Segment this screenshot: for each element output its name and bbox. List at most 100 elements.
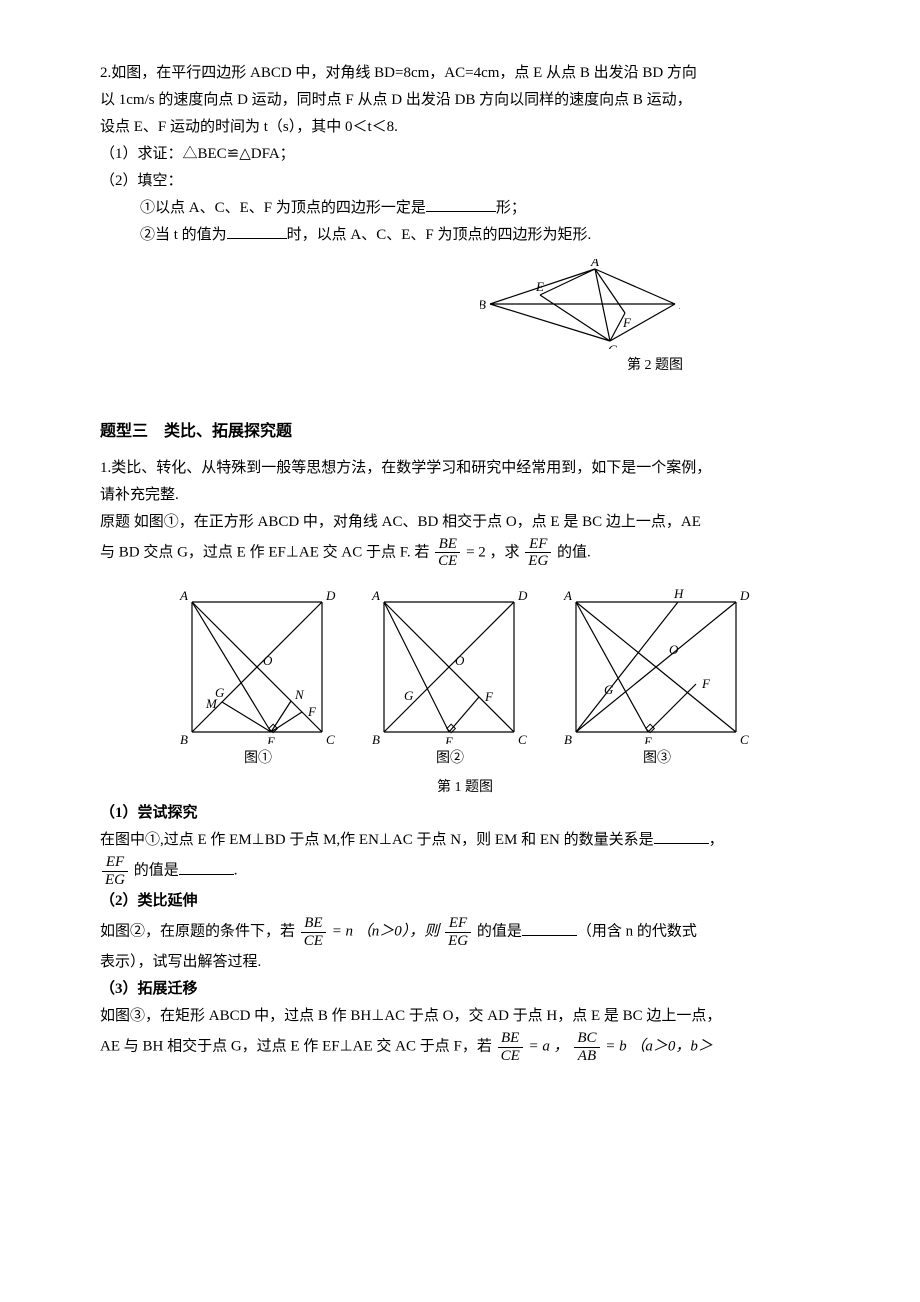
den: CE [498,1048,523,1065]
svg-text:F: F [701,676,711,691]
text: . [234,863,238,879]
problem-3-1: 1.类比、转化、从特殊到一般等思想方法，在数学学习和研究中经常用到，如下是一个案… [100,455,830,1064]
svg-text:C: C [608,342,617,349]
sub2-l1: 如图②，在原题的条件下，若 BECE = n （n＞0），则 EFEG 的值是（… [100,915,830,949]
fig3-label: 图③ [558,746,756,771]
text: = 2 ，求 [466,544,519,560]
blank [522,920,577,936]
den: EG [525,553,551,570]
p2-stem-l3: 设点 E、F 运动的时间为 t（s），其中 0＜t＜8. [100,114,830,141]
svg-text:A: A [563,588,572,603]
svg-text:F: F [307,704,317,719]
svg-text:D: D [678,297,680,312]
num: BE [301,915,326,933]
sub1-title: （1）尝试探究 [100,800,830,827]
diagram-fig1: ABCDOEGFMN [174,584,342,744]
svg-text:G: G [404,688,414,703]
problem-2: 2.如图，在平行四边形 ABCD 中，对角线 BD=8cm，AC=4cm，点 E… [100,60,830,378]
den: AB [574,1048,599,1065]
svg-text:E: E [535,279,544,294]
den: CE [435,553,460,570]
fig2-col: ABCDOEGF 图② [366,584,534,771]
p1-orig-l1: 原题 如图①，在正方形 ABCD 中，对角线 AC、BD 相交于点 O，点 E … [100,509,830,536]
svg-text:N: N [294,687,305,702]
svg-text:O: O [669,642,679,657]
section3-title: 题型三 类比、拓展探究题 [100,418,830,447]
sub2-l2: 表示），试写出解答过程. [100,949,830,976]
p2-stem-l2: 以 1cm/s 的速度向点 D 运动，同时点 F 从点 D 出发沿 DB 方向以… [100,87,830,114]
svg-text:F: F [622,315,632,330]
p2-q2: （2）填空： [100,168,830,195]
three-figures: ABCDOEGFMN 图① ABCDOEGF 图② ABCDOEGFH 图③ [100,584,830,771]
p1-orig-l2: 与 BD 交点 G，过点 E 作 EF⊥AE 交 AC 于点 F. 若 BECE… [100,536,830,570]
p2-caption: 第 2 题图 [480,353,830,378]
fraction: BCAB [574,1030,599,1064]
sub3-l1: 如图③，在矩形 ABCD 中，过点 B 作 BH⊥AC 于点 O，交 AD 于点… [100,1003,830,1030]
svg-text:M: M [205,696,218,711]
p2-q2-1: ①以点 A、C、E、F 为顶点的四边形一定是 形； [100,195,830,222]
fraction: EFEG [102,854,128,888]
fig3-col: ABCDOEGFH 图③ [558,584,756,771]
fraction: EFEG [445,915,471,949]
p2-q2-2-b: 时，以点 A、C、E、F 为顶点的四边形为矩形. [287,227,592,243]
sub2-title: （2）类比延伸 [100,888,830,915]
text: = a ， [529,1039,569,1055]
num: BC [574,1030,599,1048]
svg-text:A: A [590,259,599,269]
text: 的值. [557,544,591,560]
p2-q1: （1）求证：△BEC≌△DFA； [100,141,830,168]
svg-text:F: F [484,689,494,704]
p2-figure: A B C D E F 第 2 题图 [480,259,830,378]
diagram-fig3: ABCDOEGFH [558,584,756,744]
diagram-parallelogram: A B C D E F [480,259,680,349]
svg-text:E: E [266,734,275,744]
blank [179,859,234,875]
svg-text:H: H [673,586,684,601]
num: EF [102,854,128,872]
fig1-label: 图① [174,746,342,771]
svg-text:O: O [263,653,273,668]
den: CE [301,933,326,950]
text: 的值是 [134,863,179,879]
blank [426,196,496,212]
svg-text:D: D [325,588,336,603]
svg-text:B: B [372,732,380,744]
text: ， [709,832,724,848]
sub1-l1: 在图中①,过点 E 作 EM⊥BD 于点 M,作 EN⊥AC 于点 N，则 EM… [100,827,830,854]
p2-q2-1-a: ①以点 A、C、E、F 为顶点的四边形一定是 [140,200,426,216]
p2-q2-2-a: ②当 t 的值为 [140,227,227,243]
svg-text:O: O [455,653,465,668]
text: 的值是 [477,924,522,940]
svg-text:B: B [564,732,572,744]
num: EF [525,536,551,554]
fraction: EFEG [525,536,551,570]
svg-text:A: A [371,588,380,603]
text: 如图②，在原题的条件下，若 [100,924,295,940]
svg-text:D: D [739,588,750,603]
svg-text:B: B [180,732,188,744]
num: EF [445,915,471,933]
p2-stem-l1: 2.如图，在平行四边形 ABCD 中，对角线 BD=8cm，AC=4cm，点 E… [100,60,830,87]
svg-text:E: E [643,734,652,744]
num: BE [435,536,460,554]
fraction: BECE [498,1030,523,1064]
sub3-l2: AE 与 BH 相交于点 G，过点 E 作 EF⊥AE 交 AC 于点 F，若 … [100,1030,830,1064]
svg-text:C: C [518,732,527,744]
text: 在图中①,过点 E 作 EM⊥BD 于点 M,作 EN⊥AC 于点 N，则 EM… [100,832,654,848]
fraction: BECE [435,536,460,570]
svg-text:C: C [740,732,749,744]
sub1-l2: EFEG 的值是. [100,854,830,888]
p2-q2-1-b: 形； [496,200,526,216]
den: EG [102,872,128,889]
svg-text:B: B [480,297,486,312]
fraction: BECE [301,915,326,949]
blank [654,828,709,844]
text: = b （a＞0，b＞ [605,1039,713,1055]
text: 与 BD 交点 G，过点 E 作 EF⊥AE 交 AC 于点 F. 若 [100,544,429,560]
sub3-title: （3）拓展迁移 [100,976,830,1003]
svg-text:D: D [517,588,528,603]
p1-stem-l1: 1.类比、转化、从特殊到一般等思想方法，在数学学习和研究中经常用到，如下是一个案… [100,455,830,482]
svg-text:A: A [179,588,188,603]
fig1-col: ABCDOEGFMN 图① [174,584,342,771]
text: = n （n＞0），则 [332,924,440,940]
